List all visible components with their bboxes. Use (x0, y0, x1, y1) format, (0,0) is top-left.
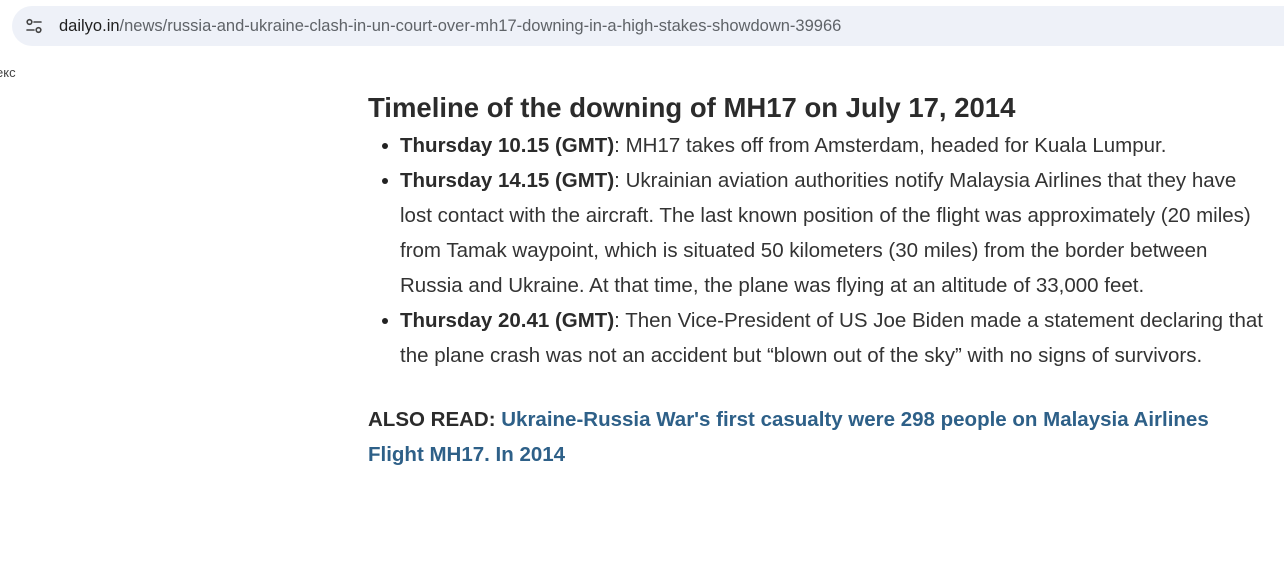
article-content: Timeline of the downing of MH17 on July … (368, 88, 1268, 472)
timeline-item-text: : Then Vice-President of US Joe Biden ma… (400, 309, 1263, 367)
timeline-item-label: Thursday 14.15 (GMT) (400, 169, 615, 192)
address-bar[interactable]: dailyo.in/news/russia-and-ukraine-clash-… (12, 6, 1284, 46)
timeline-item: Thursday 20.41 (GMT): Then Vice-Presiden… (382, 303, 1268, 373)
also-read-link[interactable]: Ukraine-Russia War's first casualty were… (368, 408, 1209, 466)
also-read-block: ALSO READ: Ukraine-Russia War's first ca… (368, 402, 1228, 472)
also-read-prefix: ALSO READ: (368, 408, 502, 431)
timeline-heading: Timeline of the downing of MH17 on July … (368, 92, 1016, 123)
timeline-item-text: : MH17 takes off from Amsterdam, headed … (614, 134, 1167, 157)
timeline-item: Thursday 14.15 (GMT): Ukrainian aviation… (382, 163, 1268, 303)
site-info-tune-icon[interactable] (23, 15, 45, 37)
url-host: dailyo.in (59, 16, 120, 35)
url-text[interactable]: dailyo.in/news/russia-and-ukraine-clash-… (59, 17, 841, 36)
side-text-fragment: екс (0, 65, 16, 80)
timeline-item: Thursday 10.15 (GMT): MH17 takes off fro… (382, 128, 1268, 163)
url-path: /news/russia-and-ukraine-clash-in-un-cou… (119, 16, 842, 35)
timeline-item-label: Thursday 10.15 (GMT) (400, 134, 615, 157)
timeline-item-text: : Ukrainian aviation authorities notify … (400, 169, 1251, 297)
timeline-item-label: Thursday 20.41 (GMT) (400, 309, 615, 332)
timeline-list: Thursday 10.15 (GMT): MH17 takes off fro… (380, 128, 1268, 373)
